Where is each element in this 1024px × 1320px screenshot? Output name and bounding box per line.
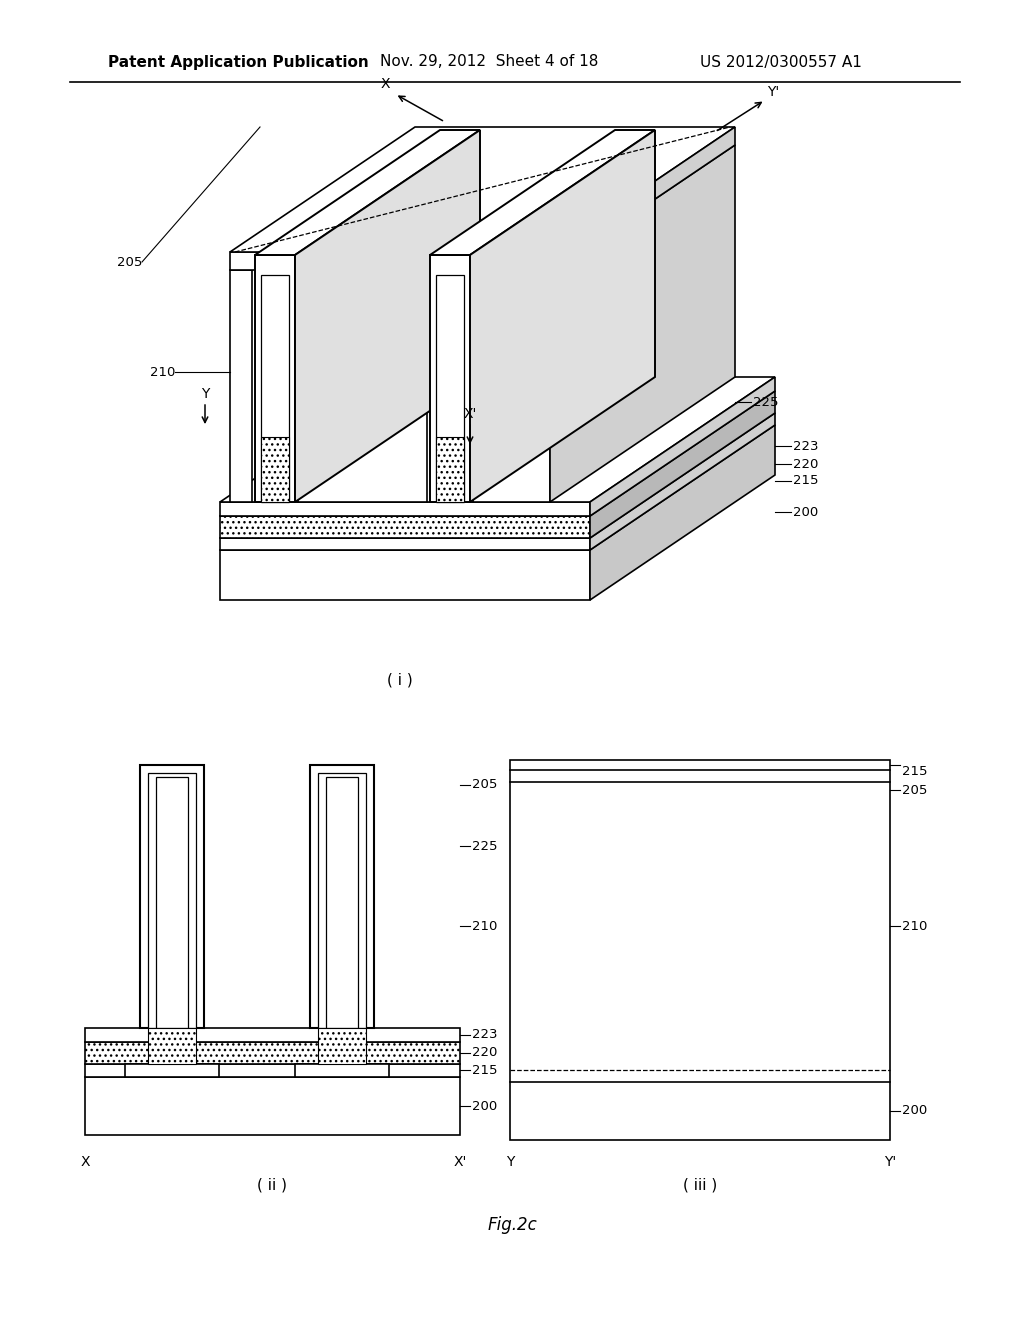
Polygon shape xyxy=(430,129,655,255)
Polygon shape xyxy=(590,413,775,550)
Text: 215: 215 xyxy=(472,1064,498,1077)
Polygon shape xyxy=(318,774,366,1028)
Text: ( ii ): ( ii ) xyxy=(257,1177,287,1193)
Polygon shape xyxy=(230,127,735,252)
Text: Nov. 29, 2012  Sheet 4 of 18: Nov. 29, 2012 Sheet 4 of 18 xyxy=(380,54,598,70)
Polygon shape xyxy=(148,774,196,1028)
Polygon shape xyxy=(590,425,775,601)
Text: 210: 210 xyxy=(902,920,928,932)
Text: 200: 200 xyxy=(472,1100,498,1113)
Polygon shape xyxy=(470,129,655,502)
Polygon shape xyxy=(85,1041,460,1064)
Polygon shape xyxy=(436,275,464,502)
Text: 205: 205 xyxy=(472,779,498,792)
Polygon shape xyxy=(255,129,480,255)
Polygon shape xyxy=(295,1064,389,1077)
Polygon shape xyxy=(148,1028,196,1064)
Polygon shape xyxy=(295,129,480,502)
Polygon shape xyxy=(590,378,775,516)
Polygon shape xyxy=(310,766,374,1028)
Polygon shape xyxy=(298,145,612,271)
Polygon shape xyxy=(230,271,252,502)
Polygon shape xyxy=(220,550,590,601)
Text: Y: Y xyxy=(506,1155,514,1170)
Polygon shape xyxy=(220,425,775,550)
Polygon shape xyxy=(473,145,735,271)
Polygon shape xyxy=(220,378,775,502)
Text: 220: 220 xyxy=(472,1047,498,1060)
Text: X: X xyxy=(80,1155,90,1170)
Polygon shape xyxy=(85,1064,460,1077)
Text: X': X' xyxy=(454,1155,467,1170)
Text: 223: 223 xyxy=(472,1028,498,1041)
Text: X': X' xyxy=(463,407,477,421)
Polygon shape xyxy=(220,391,775,516)
Polygon shape xyxy=(140,766,204,1028)
Polygon shape xyxy=(510,760,890,1140)
Polygon shape xyxy=(125,1064,219,1077)
Text: US 2012/0300557 A1: US 2012/0300557 A1 xyxy=(700,54,862,70)
Text: 225: 225 xyxy=(753,396,778,408)
Text: 210: 210 xyxy=(150,366,175,379)
Text: 215: 215 xyxy=(902,766,928,777)
Polygon shape xyxy=(436,437,464,502)
Polygon shape xyxy=(261,437,289,502)
Polygon shape xyxy=(220,539,590,550)
Polygon shape xyxy=(220,516,590,539)
Polygon shape xyxy=(85,1028,460,1041)
Polygon shape xyxy=(230,145,437,271)
Text: 225: 225 xyxy=(472,840,498,853)
Polygon shape xyxy=(430,255,470,502)
Text: Patent Application Publication: Patent Application Publication xyxy=(108,54,369,70)
Text: 200: 200 xyxy=(793,506,818,519)
Polygon shape xyxy=(220,502,590,516)
Polygon shape xyxy=(318,1028,366,1064)
Text: 205: 205 xyxy=(902,784,928,796)
Polygon shape xyxy=(255,255,295,502)
Polygon shape xyxy=(590,391,775,539)
Text: 205: 205 xyxy=(117,256,142,268)
Text: 223: 223 xyxy=(793,440,818,453)
Polygon shape xyxy=(473,271,550,502)
Polygon shape xyxy=(230,252,550,271)
Polygon shape xyxy=(261,275,289,502)
Polygon shape xyxy=(326,777,358,1028)
Text: X: X xyxy=(380,77,390,91)
Text: Y': Y' xyxy=(884,1155,896,1170)
Text: Y: Y xyxy=(201,387,209,401)
Polygon shape xyxy=(156,777,188,1028)
Text: ( i ): ( i ) xyxy=(387,672,413,688)
Polygon shape xyxy=(85,1077,460,1135)
Text: 215: 215 xyxy=(793,474,818,487)
Text: 200: 200 xyxy=(902,1105,928,1118)
Polygon shape xyxy=(298,271,427,502)
Text: Y': Y' xyxy=(767,84,779,99)
Text: 220: 220 xyxy=(793,458,818,470)
Text: 210: 210 xyxy=(472,920,498,932)
Text: Fig.2c: Fig.2c xyxy=(487,1216,537,1234)
Text: ( iii ): ( iii ) xyxy=(683,1177,717,1193)
Polygon shape xyxy=(550,127,735,271)
Polygon shape xyxy=(550,145,735,502)
Polygon shape xyxy=(220,413,775,539)
